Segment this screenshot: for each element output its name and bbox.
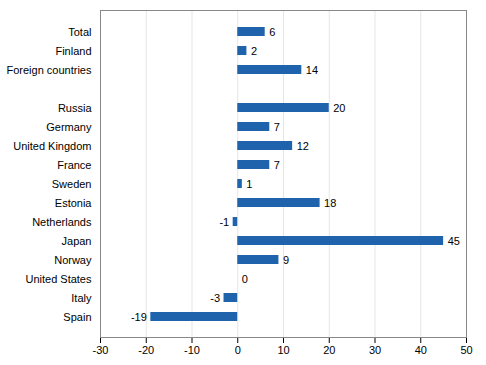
svg-text:0: 0	[235, 344, 241, 356]
svg-text:6: 6	[269, 26, 275, 38]
svg-text:Germany: Germany	[46, 121, 92, 133]
svg-text:-19: -19	[131, 311, 147, 323]
svg-text:20: 20	[323, 344, 335, 356]
svg-text:45: 45	[448, 235, 460, 247]
svg-text:Estonia: Estonia	[55, 197, 93, 209]
svg-text:30: 30	[369, 344, 381, 356]
svg-text:18: 18	[324, 197, 336, 209]
svg-text:7: 7	[274, 159, 280, 171]
svg-text:Finland: Finland	[55, 45, 91, 57]
svg-text:Italy: Italy	[71, 292, 92, 304]
svg-text:Norway: Norway	[54, 254, 92, 266]
svg-text:Foreign countries: Foreign countries	[7, 64, 92, 76]
svg-text:-1: -1	[219, 216, 229, 228]
svg-text:40: 40	[415, 344, 427, 356]
svg-text:2: 2	[251, 45, 257, 57]
svg-text:Total: Total	[68, 26, 91, 38]
svg-text:50: 50	[460, 344, 472, 356]
svg-text:Sweden: Sweden	[52, 178, 92, 190]
svg-text:-20: -20	[138, 344, 154, 356]
svg-text:0: 0	[242, 273, 248, 285]
svg-text:Russia: Russia	[58, 102, 93, 114]
svg-text:7: 7	[274, 121, 280, 133]
svg-text:United Kingdom: United Kingdom	[13, 140, 91, 152]
svg-text:12: 12	[297, 140, 309, 152]
svg-text:-10: -10	[184, 344, 200, 356]
svg-text:France: France	[57, 159, 91, 171]
svg-text:20: 20	[333, 102, 345, 114]
svg-text:10: 10	[277, 344, 289, 356]
svg-text:Japan: Japan	[62, 235, 92, 247]
svg-text:9: 9	[283, 254, 289, 266]
svg-text:-3: -3	[210, 292, 220, 304]
svg-text:14: 14	[306, 64, 318, 76]
svg-text:United States: United States	[25, 273, 92, 285]
svg-text:-30: -30	[93, 344, 109, 356]
svg-text:1: 1	[246, 178, 252, 190]
svg-text:Netherlands: Netherlands	[32, 216, 92, 228]
svg-text:Spain: Spain	[63, 311, 91, 323]
